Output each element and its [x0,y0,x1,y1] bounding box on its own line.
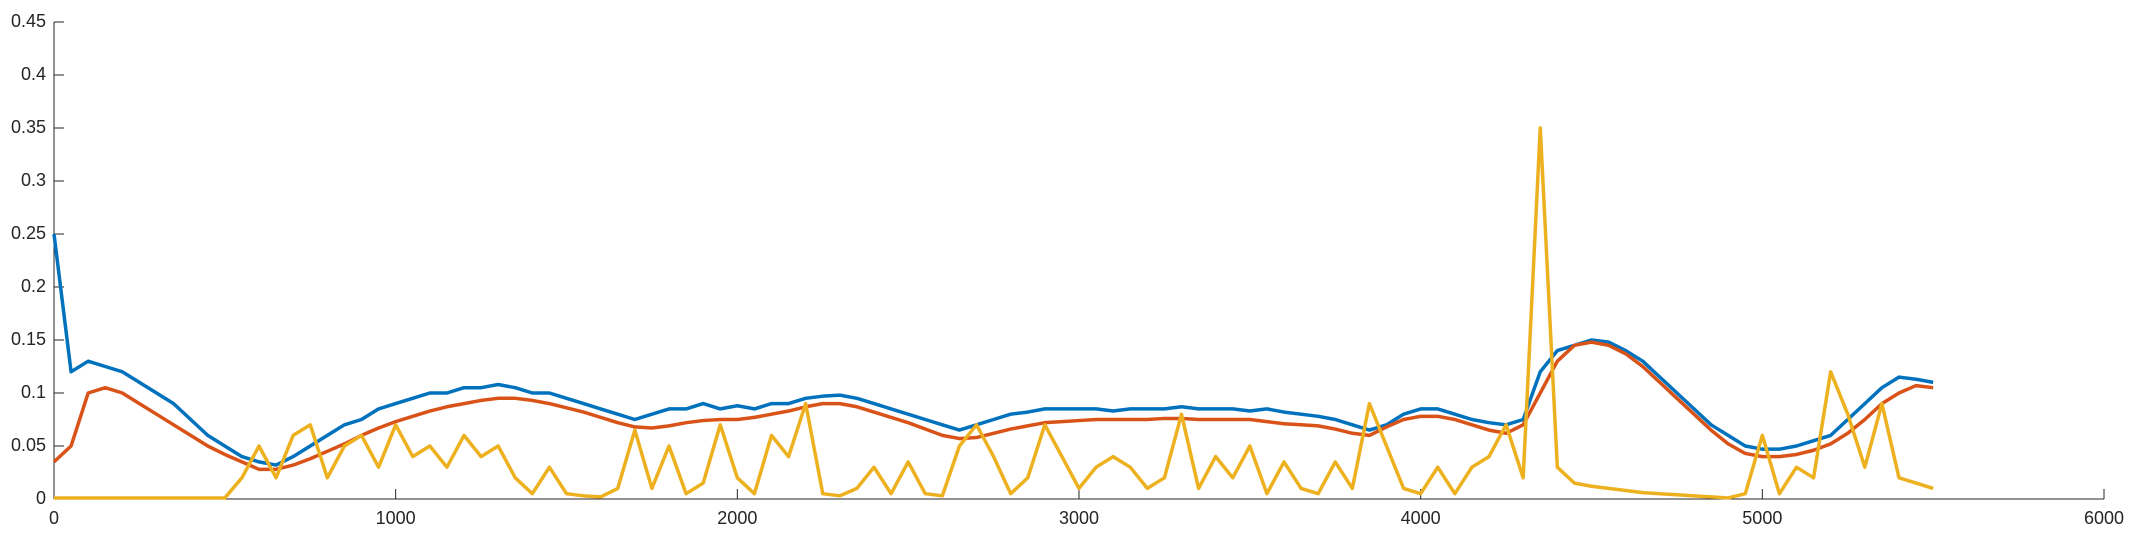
x-tick-label: 3000 [1059,508,1099,528]
x-tick-label: 6000 [2084,508,2124,528]
x-tick-label: 5000 [1742,508,1782,528]
y-tick-label: 0.2 [21,276,46,296]
series-line [52,340,1934,472]
x-tick-label: 2000 [717,508,757,528]
y-tick-label: 0.1 [21,382,46,402]
y-tick-label: 0.15 [11,329,46,349]
x-tick-label: 0 [49,508,59,528]
y-tick-label: 0.25 [11,223,46,243]
series-line [52,233,1934,467]
y-tick-label: 0 [36,488,46,508]
x-tick-label: 1000 [376,508,416,528]
series-line [54,126,1934,500]
y-tick-label: 0.4 [21,64,46,84]
y-tick-label: 0.45 [11,11,46,31]
y-tick-label: 0.35 [11,117,46,137]
x-tick-label: 4000 [1401,508,1441,528]
y-tick-label: 0.05 [11,435,46,455]
y-tick-label: 0.3 [21,170,46,190]
